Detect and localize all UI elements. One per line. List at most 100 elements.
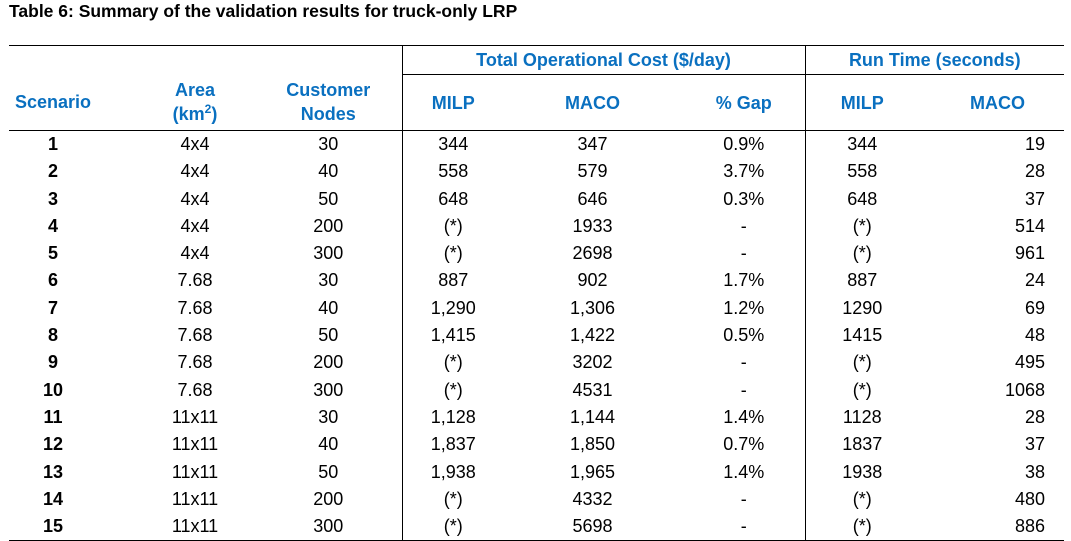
- cell-cost-milp: 1,415: [401, 322, 523, 350]
- cell-customer-nodes: 200: [313, 352, 344, 373]
- header-area-unit-superscript: 2: [204, 102, 212, 117]
- cell-scenario: 11: [43, 406, 63, 427]
- cell-area: 11x11: [171, 406, 219, 427]
- cell-area: 7.68: [177, 379, 213, 400]
- table-row: 11 11x11 30 1,128 1,144 1.4% 1128 28: [9, 403, 1064, 432]
- table-row: 13 11x11 50 1,938 1,965 1.4% 1938 38: [9, 458, 1064, 486]
- table-row: 10 7.68 300 (*) 4531 - (*) 1068: [9, 376, 1064, 404]
- table-row: 5 4x4 300 (*) 2698 - (*) 961: [9, 240, 1064, 268]
- cell-runtime-milp: 1290: [804, 294, 926, 323]
- cell-scenario: 6: [47, 270, 58, 291]
- cell-runtime-milp: (*): [804, 212, 926, 241]
- table-row: 7 7.68 40 1,290 1,306 1.2% 1290 69: [9, 294, 1064, 323]
- header-area: Area (km2): [141, 74, 269, 131]
- cell-cost-maco: 1,965: [570, 461, 616, 482]
- cell-cost-milp: 1,128: [401, 403, 523, 432]
- cell-runtime-milp: 887: [804, 267, 926, 295]
- cell-runtime-milp: (*): [804, 376, 926, 404]
- cell-runtime-milp: (*): [804, 513, 926, 541]
- cell-runtime-maco: 495: [1015, 352, 1046, 373]
- cell-runtime-maco: 961: [1015, 243, 1046, 264]
- cell-customer-nodes: 30: [318, 134, 339, 154]
- cell-cost-maco: 5698: [522, 513, 666, 541]
- cell-cost-maco: 4332: [572, 488, 613, 509]
- cell-customer-nodes: 300: [269, 513, 403, 541]
- cell-runtime-maco: 480: [1015, 488, 1046, 509]
- cell-customer-nodes: 50: [318, 325, 339, 346]
- cell-cost-gap: -: [740, 488, 747, 509]
- cell-cost-gap: 1.4%: [723, 461, 765, 482]
- header-area-line2: (km2): [141, 102, 249, 126]
- table-row: 4 4x4 200 (*) 1933 - (*) 514: [9, 212, 1064, 241]
- cell-customer-nodes: 30: [318, 406, 339, 427]
- cell-runtime-maco: 886: [925, 513, 1065, 541]
- header-group-row: Total Operational Cost ($/day) Run Time …: [9, 45, 1065, 75]
- cell-cost-milp: 648: [401, 185, 523, 213]
- cell-customer-nodes: 50: [318, 188, 339, 209]
- cell-runtime-milp: 1938: [804, 458, 926, 486]
- table-row: 15 11x11 300 (*) 5698- (*) 886: [9, 513, 1065, 541]
- cell-runtime-maco: 48: [1025, 325, 1046, 346]
- header-total-operational-cost: Total Operational Cost ($/day): [401, 45, 806, 75]
- cell-scenario: 5: [47, 243, 58, 264]
- cell-scenario: 10: [42, 379, 64, 400]
- cell-cost-gap: 1.2%: [723, 297, 765, 318]
- cell-runtime-milp: 648: [804, 185, 926, 213]
- header-cost-gap: % Gap: [665, 74, 806, 131]
- header-customer-nodes: Customer Nodes: [269, 74, 403, 131]
- cell-cost-gap: -: [740, 352, 747, 373]
- cell-customer-nodes: 200: [313, 215, 344, 236]
- header-nodes-line2: Nodes: [300, 104, 356, 125]
- cell-cost-maco: 347: [577, 134, 608, 154]
- header-runtime-milp: MILP: [804, 74, 926, 131]
- cell-runtime-maco: 37: [1025, 434, 1046, 455]
- header-nodes-line1: Customer: [286, 80, 371, 101]
- cell-scenario: 14: [42, 488, 64, 509]
- table-row: 9 7.68 200 (*) 3202 - (*) 495: [9, 349, 1064, 377]
- cell-cost-maco: 1,306: [570, 297, 616, 318]
- cell-scenario: 8: [47, 325, 58, 346]
- cell-runtime-maco: 1068: [1005, 379, 1046, 400]
- cell-scenario: 1: [47, 134, 58, 154]
- cell-cost-maco: 4531: [572, 379, 613, 400]
- cell-scenario: 12: [42, 434, 64, 455]
- cell-cost-gap: 0.9%: [723, 134, 765, 154]
- cell-runtime-maco: 514: [1015, 215, 1046, 236]
- cell-scenario: 3: [47, 188, 58, 209]
- cell-cost-milp: (*): [401, 485, 523, 514]
- header-column-row: Scenario Area (km2) Customer Nodes MILP …: [9, 74, 1065, 131]
- header-area-unit-suffix: ): [211, 104, 218, 125]
- cell-customer-nodes: 200: [313, 488, 344, 509]
- table-body: 1 4x4 30 344 347 0.9% 344 19 2 4x4 40 558 579 3.7% 558…: [9, 130, 1065, 541]
- cell-cost-gap: -: [740, 379, 747, 400]
- cell-cost-milp: (*): [401, 349, 523, 377]
- table-header: Total Operational Cost ($/day) Run Time …: [9, 45, 1065, 131]
- cell-cost-milp: 558: [401, 158, 523, 186]
- cell-area: 4x4: [180, 243, 210, 264]
- cell-area: 4x4: [180, 215, 210, 236]
- cell-cost-gap: 1.4%: [723, 406, 765, 427]
- cell-area: 7.68: [177, 297, 213, 318]
- cell-area: 4x4: [180, 188, 210, 209]
- cell-customer-nodes: 40: [318, 297, 339, 318]
- table-caption: Table 6: Summary of the validation resul…: [9, 1, 518, 21]
- cell-cost-milp: 1,938: [401, 458, 523, 486]
- cell-runtime-maco: 38: [1025, 461, 1046, 482]
- cell-area: 7.68: [177, 270, 213, 291]
- table-row: 1 4x4 30 344 347 0.9% 344 19: [9, 130, 1064, 159]
- cell-cost-gap: 3.7%: [723, 161, 765, 182]
- cell-area: 11x11: [171, 461, 219, 482]
- cell-scenario: 4: [47, 215, 58, 236]
- cell-runtime-milp: (*): [804, 349, 926, 377]
- cell-area: 11x11: [171, 488, 219, 509]
- header-area-line1: Area: [174, 80, 216, 101]
- cell-runtime-milp: 558: [804, 158, 926, 186]
- cell-cost-gap: -: [740, 215, 747, 236]
- table-row: 6 7.68 30 887 902 1.7% 887 24: [9, 267, 1064, 295]
- cell-area: 11x11: [141, 513, 269, 541]
- cell-customer-nodes: 30: [318, 270, 339, 291]
- cell-cost-gap: -: [740, 243, 747, 264]
- cell-runtime-maco: 37: [1025, 188, 1046, 209]
- cell-cost-maco: 3202: [572, 352, 613, 373]
- cell-runtime-maco: 69: [1025, 297, 1046, 318]
